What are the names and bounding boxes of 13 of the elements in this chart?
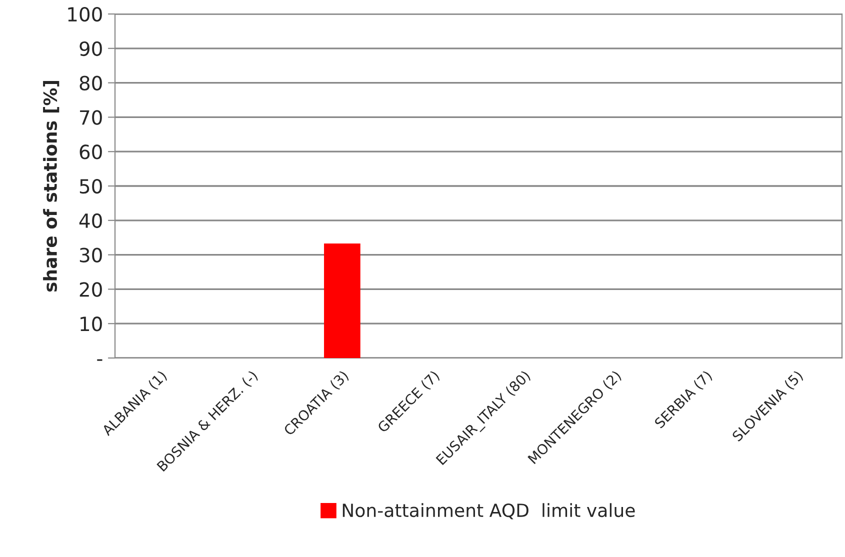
legend-label: Non-attainment AQD limit value xyxy=(342,503,635,520)
y-tick-label: 90 xyxy=(80,41,102,56)
y-tick-label: 80 xyxy=(80,76,102,90)
y-tick-label: 40 xyxy=(79,213,102,228)
y-tick-label: 20 xyxy=(80,282,102,297)
y-axis-title: share of stations [%] xyxy=(43,81,60,292)
y-tick-label: 10 xyxy=(80,316,102,332)
y-tick-label: - xyxy=(97,359,102,361)
y-tick-label: 60 xyxy=(80,144,102,160)
y-tick-label: 50 xyxy=(80,178,102,194)
y-tick-label: 70 xyxy=(80,110,102,125)
y-tick-label: 30 xyxy=(80,248,102,262)
y-tick-label: 100 xyxy=(68,6,102,22)
